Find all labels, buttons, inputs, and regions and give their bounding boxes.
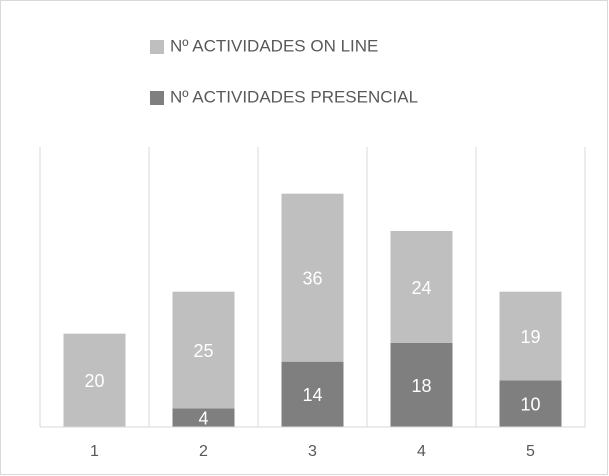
legend-label: Nº ACTIVIDADES PRESENCIAL xyxy=(170,87,418,106)
x-tick-label: 2 xyxy=(199,443,208,460)
data-label: 0 xyxy=(89,418,99,438)
bar-segment xyxy=(390,231,453,343)
data-label: 14 xyxy=(302,385,322,405)
x-tick-label: 3 xyxy=(308,443,317,460)
bar-segment xyxy=(172,408,235,427)
data-label: 10 xyxy=(520,394,540,414)
data-label: 24 xyxy=(411,278,431,298)
x-tick-label: 4 xyxy=(417,443,426,460)
legend-swatch xyxy=(150,40,164,54)
data-label: 19 xyxy=(520,327,540,347)
bar-segment xyxy=(499,291,562,381)
bar-segment xyxy=(390,343,453,427)
bar-segment xyxy=(281,361,344,427)
data-label: 4 xyxy=(198,408,208,428)
bar-segment xyxy=(63,333,126,427)
bar-segment xyxy=(172,291,235,409)
data-label: 18 xyxy=(411,376,431,396)
data-label: 20 xyxy=(84,371,104,391)
data-label: 25 xyxy=(193,341,213,361)
bar-segment xyxy=(499,380,562,427)
x-tick-label: 5 xyxy=(526,443,535,460)
bar-segment xyxy=(281,193,344,362)
data-label: 36 xyxy=(302,268,322,288)
legend-swatch xyxy=(150,91,164,105)
x-tick-label: 1 xyxy=(90,443,99,460)
legend-label: Nº ACTIVIDADES ON LINE xyxy=(170,36,378,55)
